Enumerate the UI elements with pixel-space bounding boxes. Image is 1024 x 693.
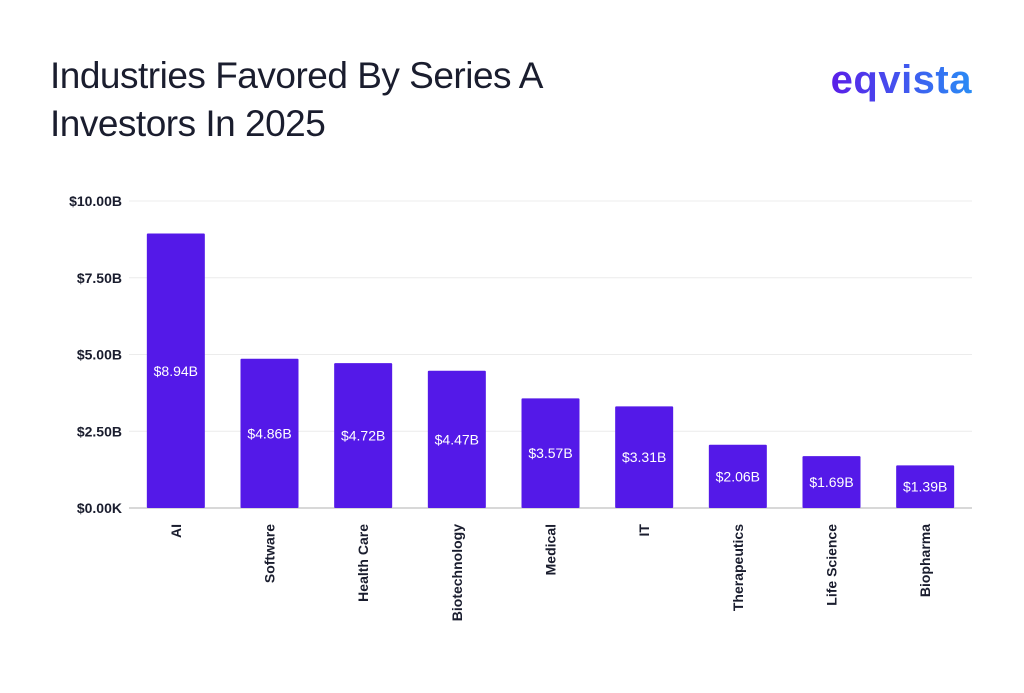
y-tick-label: $7.50B (77, 270, 122, 286)
eqvista-logo: eqvista (830, 58, 972, 102)
x-tick-label: AI (168, 524, 184, 538)
bar (521, 398, 580, 508)
data-label: $4.86B (247, 425, 291, 441)
bar (896, 465, 955, 508)
y-tick-label: $10.00B (69, 193, 122, 209)
x-tick-label: Biopharma (917, 524, 933, 597)
data-label: $4.47B (435, 431, 479, 447)
data-label: $8.94B (154, 363, 198, 379)
bar (146, 233, 205, 509)
x-tick-label: Medical (543, 524, 559, 575)
y-tick-label: $0.00K (77, 500, 122, 516)
data-label: $1.69B (809, 474, 853, 490)
y-tick-label: $5.00B (77, 347, 122, 363)
x-tick-label: Therapeutics (730, 524, 746, 611)
bar (615, 406, 674, 508)
bar (427, 370, 486, 508)
x-tick-label: Biotechnology (449, 524, 465, 621)
chart-title: Industries Favored By Series A Investors… (50, 52, 650, 148)
bar (802, 456, 861, 508)
x-tick-label: Health Care (355, 524, 371, 602)
x-tick-label: Life Science (824, 524, 840, 606)
data-label: $1.39B (903, 479, 947, 495)
bar (334, 363, 393, 508)
chart-title-line-2: Investors In 2025 (50, 103, 326, 144)
bar (240, 358, 299, 508)
data-label: $4.72B (341, 428, 385, 444)
data-label: $2.06B (716, 468, 760, 484)
chart-title-line-1: Industries Favored By Series A (50, 55, 543, 96)
data-label: $3.57B (528, 445, 572, 461)
x-tick-label: Software (262, 524, 278, 583)
y-tick-label: $2.50B (77, 423, 122, 439)
x-tick-label: IT (636, 524, 652, 537)
bar (708, 444, 767, 508)
data-label: $3.31B (622, 449, 666, 465)
